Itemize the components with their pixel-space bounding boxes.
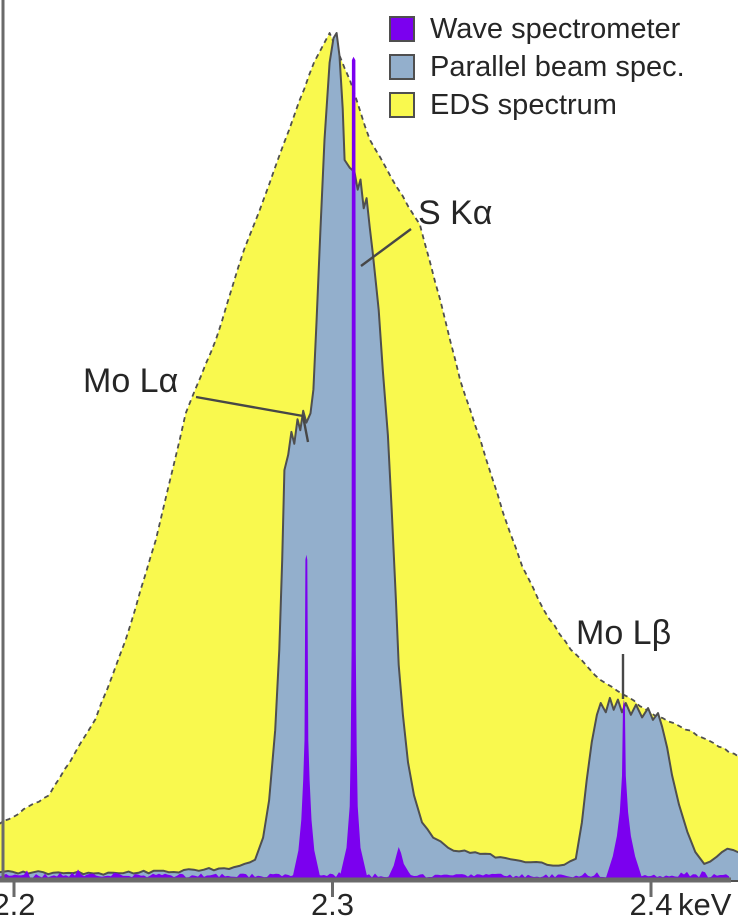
- x-tick-label-2.3: 2.3: [310, 887, 355, 920]
- peak-annotation-0: Mo Lα: [83, 362, 179, 400]
- legend-label-wave-spectrometer: Wave spectrometer: [430, 12, 681, 45]
- x-tick-label-2.4: 2.4: [629, 887, 673, 920]
- wave-spectrometer-spike-3: [605, 699, 643, 881]
- y-axis-line: [1, 0, 5, 882]
- peak-annotation-2: Mo Lβ: [576, 614, 672, 652]
- legend-item-wave-spectrometer: Wave spectrometer: [389, 10, 685, 48]
- annotation-leader-line-0: [195, 395, 310, 443]
- parallel-beam-area: [0, 32, 738, 882]
- x-tick-2.2: [12, 880, 16, 897]
- x-tick-2.3: [331, 880, 334, 897]
- x-axis-unit-label: keV: [678, 887, 732, 920]
- legend-swatch-wave-spectrometer-icon: [389, 16, 415, 42]
- legend-label-parallel-beam: Parallel beam spec.: [430, 50, 685, 83]
- x-tick-label-2.2: 2.2: [0, 887, 36, 920]
- legend-swatch-parallel-beam-icon: [389, 54, 415, 80]
- wave-spectrometer-spike-0: [292, 554, 321, 881]
- wave-spectrometer-spike-1: [339, 56, 368, 881]
- legend-label-eds-spectrum: EDS spectrum: [430, 88, 617, 121]
- legend-item-parallel-beam: Parallel beam spec.: [389, 48, 685, 86]
- wave-spectrometer-spike-2: [387, 847, 414, 881]
- legend-item-eds-spectrum: EDS spectrum: [389, 86, 685, 124]
- x-axis-line: [0, 877, 731, 883]
- legend: Wave spectrometer Parallel beam spec. ED…: [389, 10, 685, 124]
- annotation-leader-line-1: [360, 228, 412, 267]
- legend-swatch-eds-spectrum-icon: [389, 92, 415, 118]
- x-tick-2.4: [649, 880, 653, 897]
- peak-annotation-1: S Kα: [418, 194, 493, 232]
